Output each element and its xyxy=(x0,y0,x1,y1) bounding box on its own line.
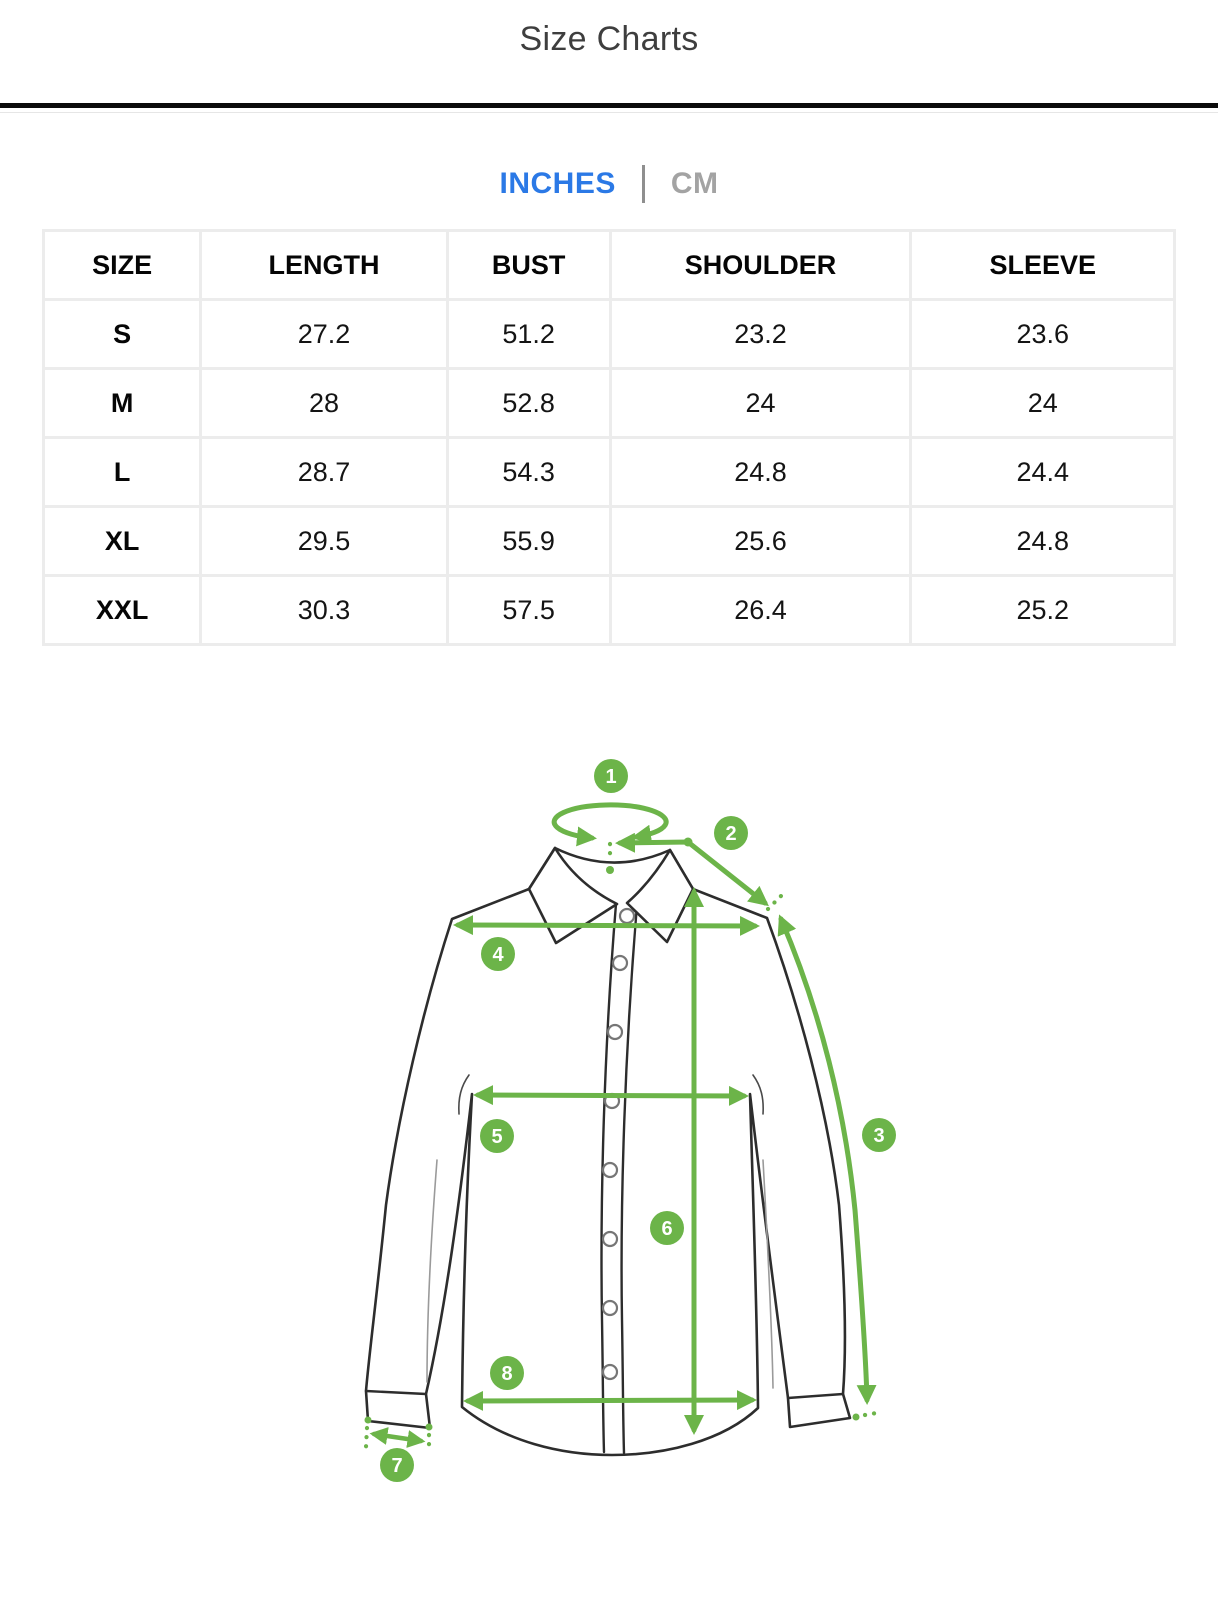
cell-sleeve: 24 xyxy=(909,367,1176,439)
sleeve-end-dotted-mark xyxy=(862,1409,885,1418)
page-title: Size Charts xyxy=(519,20,699,58)
cell-bust: 55.9 xyxy=(445,505,612,577)
table-header-row: SIZE LENGTH BUST SHOULDER SLEEVE xyxy=(41,229,1176,301)
measure-marker-2: 2 xyxy=(714,816,748,850)
size-table-container: SIZE LENGTH BUST SHOULDER SLEEVE S 27.2 … xyxy=(41,229,1176,646)
cell-length: 28.7 xyxy=(199,436,449,508)
size-label: XXL xyxy=(41,574,203,646)
cell-sleeve: 25.2 xyxy=(909,574,1176,646)
size-label: M xyxy=(41,367,203,439)
svg-text:7: 7 xyxy=(391,1455,402,1477)
measure-marker-1: 1 xyxy=(594,759,628,793)
cell-bust: 51.2 xyxy=(445,298,612,370)
cuff-width-arrow xyxy=(369,1427,426,1448)
tab-inches[interactable]: INCHES xyxy=(499,167,616,200)
table-row: XL 29.5 55.9 25.6 24.8 xyxy=(41,505,1176,577)
cell-shoulder: 26.4 xyxy=(608,574,913,646)
measure-annotations xyxy=(363,802,885,1456)
shoulder-width-arrow xyxy=(453,915,760,936)
size-label: S xyxy=(41,298,203,370)
cell-shoulder: 23.2 xyxy=(608,298,913,370)
svg-text:3: 3 xyxy=(873,1125,884,1147)
cell-bust: 57.5 xyxy=(445,574,612,646)
header-divider xyxy=(0,112,1218,113)
cell-sleeve: 23.6 xyxy=(909,298,1176,370)
sheet-header: Size Charts xyxy=(0,0,1218,108)
cell-length: 30.3 xyxy=(199,574,449,646)
table-row: XXL 30.3 57.5 26.4 25.2 xyxy=(41,574,1176,646)
cell-shoulder: 24.8 xyxy=(608,436,913,508)
cell-bust: 52.8 xyxy=(445,367,612,439)
left-armpit-crease xyxy=(458,1074,470,1115)
measure-marker-5: 5 xyxy=(480,1119,514,1153)
tab-divider xyxy=(641,165,645,203)
measure-marker-6: 6 xyxy=(650,1211,684,1245)
measure-marker-4: 4 xyxy=(481,937,515,971)
hem-width-arrow xyxy=(463,1390,757,1411)
bust-width-arrow xyxy=(473,1085,749,1106)
cuff-dot-right xyxy=(425,1423,433,1431)
unit-toggle: INCHES CM xyxy=(0,165,1218,203)
col-header-shoulder: SHOULDER xyxy=(608,229,913,301)
left-cuff-seam xyxy=(364,1389,428,1396)
neck-girth-arrow xyxy=(551,802,669,847)
col-header-sleeve: SLEEVE xyxy=(909,229,1176,301)
measure-marker-3: 3 xyxy=(862,1118,896,1152)
measure-marker-7: 7 xyxy=(380,1448,414,1482)
shirt-illustration: 1 2 3 4 5 6 7 8 xyxy=(363,759,896,1482)
right-sleeve-crease xyxy=(762,1159,774,1389)
col-header-length: LENGTH xyxy=(199,229,449,301)
col-header-size: SIZE xyxy=(41,229,203,301)
sleeve-length-arrow xyxy=(777,914,877,1405)
size-label: XL xyxy=(41,505,203,577)
cell-sleeve: 24.4 xyxy=(909,436,1176,508)
cell-shoulder: 24 xyxy=(608,367,913,439)
right-armpit-crease xyxy=(752,1074,764,1115)
shirt-body-outline xyxy=(364,846,852,1457)
col-header-bust: BUST xyxy=(445,229,612,301)
svg-text:1: 1 xyxy=(605,766,616,788)
size-table: SIZE LENGTH BUST SHOULDER SLEEVE S 27.2 … xyxy=(41,229,1176,646)
svg-text:5: 5 xyxy=(491,1126,502,1148)
cell-length: 28 xyxy=(199,367,449,439)
measure-marker-8: 8 xyxy=(490,1356,524,1390)
svg-text:8: 8 xyxy=(501,1363,512,1385)
neck-to-shoulder-dot xyxy=(683,837,693,847)
cuff-dotted-left xyxy=(363,1425,370,1450)
cell-length: 29.5 xyxy=(199,505,449,577)
sleeve-end-dot xyxy=(852,1413,860,1421)
cuff-dot-left xyxy=(364,1416,372,1424)
size-label: L xyxy=(41,436,203,508)
cell-length: 27.2 xyxy=(199,298,449,370)
shoulder-seam-dotted-mark xyxy=(765,890,787,912)
left-sleeve-crease xyxy=(426,1159,438,1383)
table-row: M 28 52.8 24 24 xyxy=(41,367,1176,439)
cell-shoulder: 25.6 xyxy=(608,505,913,577)
cell-bust: 54.3 xyxy=(445,436,612,508)
table-row: L 28.7 54.3 24.8 24.4 xyxy=(41,436,1176,508)
measurement-diagram: 1 2 3 4 5 6 7 8 xyxy=(0,712,1218,1603)
svg-text:6: 6 xyxy=(661,1218,672,1240)
neck-center-dot xyxy=(606,866,614,874)
tab-cm[interactable]: CM xyxy=(670,167,719,200)
cell-sleeve: 24.8 xyxy=(909,505,1176,577)
table-row: S 27.2 51.2 23.2 23.6 xyxy=(41,298,1176,370)
svg-text:4: 4 xyxy=(492,944,504,966)
svg-text:2: 2 xyxy=(725,823,736,845)
